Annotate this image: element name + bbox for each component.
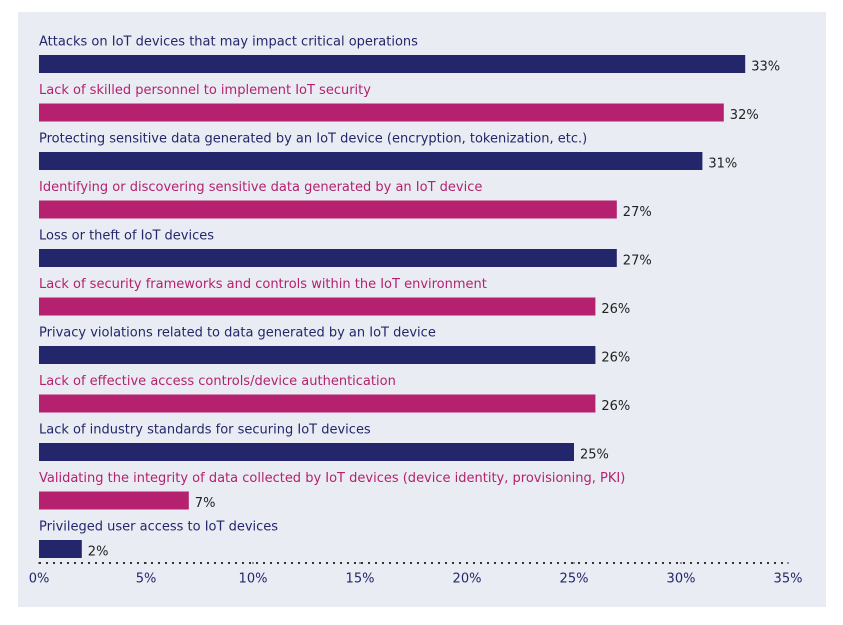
x-tick-label: 30% bbox=[667, 572, 696, 587]
category-label: Lack of skilled personnel to implement I… bbox=[39, 83, 371, 98]
value-label: 26% bbox=[601, 302, 630, 317]
x-tick-label: 10% bbox=[239, 572, 268, 587]
x-tick-label: 25% bbox=[560, 572, 589, 587]
bar bbox=[39, 346, 596, 364]
bar bbox=[39, 491, 189, 510]
value-label: 27% bbox=[623, 254, 652, 269]
category-label: Privacy violations related to data gener… bbox=[39, 326, 436, 341]
value-label: 27% bbox=[623, 205, 652, 220]
value-label: 32% bbox=[730, 108, 759, 123]
bar bbox=[39, 394, 596, 413]
bar bbox=[39, 297, 596, 316]
x-tick-label: 35% bbox=[774, 572, 803, 587]
category-label: Lack of security frameworks and controls… bbox=[39, 277, 487, 292]
value-label: 33% bbox=[751, 60, 780, 75]
x-tick-label: 5% bbox=[136, 572, 157, 587]
bar bbox=[39, 152, 703, 170]
bar bbox=[39, 540, 82, 558]
value-label: 25% bbox=[580, 448, 609, 463]
category-label: Lack of industry standards for securing … bbox=[39, 423, 371, 438]
value-label: 7% bbox=[195, 496, 216, 511]
bar bbox=[39, 55, 746, 73]
category-label: Loss or theft of IoT devices bbox=[39, 229, 214, 244]
bar bbox=[39, 200, 617, 219]
category-label: Lack of effective access controls/device… bbox=[39, 374, 396, 389]
value-label: 26% bbox=[601, 399, 630, 414]
bar bbox=[39, 103, 724, 122]
category-label: Validating the integrity of data collect… bbox=[39, 471, 625, 486]
category-label: Attacks on IoT devices that may impact c… bbox=[39, 35, 418, 50]
bar bbox=[39, 249, 617, 267]
value-label: 2% bbox=[88, 545, 109, 560]
value-label: 26% bbox=[601, 351, 630, 366]
bar bbox=[39, 443, 574, 461]
x-tick-label: 0% bbox=[29, 572, 50, 587]
category-label: Identifying or discovering sensitive dat… bbox=[39, 180, 482, 195]
category-label: Protecting sensitive data generated by a… bbox=[39, 132, 587, 147]
x-tick-label: 20% bbox=[453, 572, 482, 587]
x-tick-label: 15% bbox=[346, 572, 375, 587]
category-label: Privileged user access to IoT devices bbox=[39, 520, 278, 535]
value-label: 31% bbox=[708, 157, 737, 172]
